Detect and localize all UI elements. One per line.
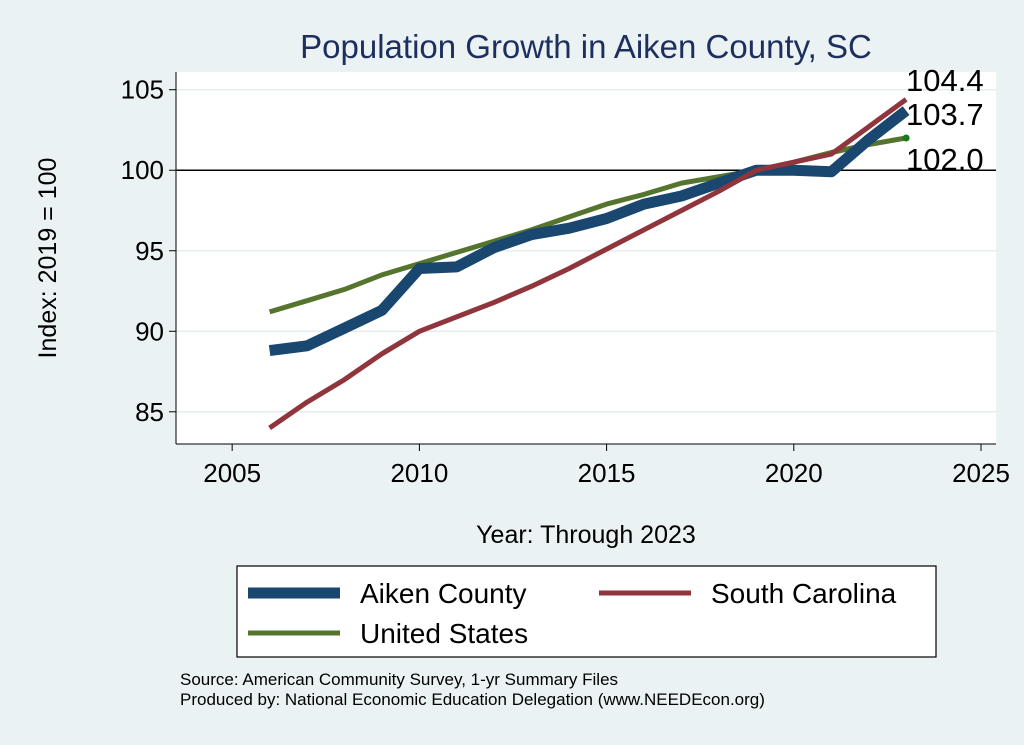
y-tick-label: 90 xyxy=(135,316,164,346)
legend-label: South Carolina xyxy=(711,578,897,609)
legend-label: United States xyxy=(360,618,528,649)
x-tick-label: 2025 xyxy=(952,458,1010,488)
y-tick-label: 95 xyxy=(135,236,164,266)
legend-box xyxy=(236,565,937,658)
series-endpoint-united-states xyxy=(902,134,910,142)
y-tick-label: 105 xyxy=(121,75,164,105)
produced-by-note: Produced by: National Economic Education… xyxy=(180,690,765,709)
x-tick-label: 2020 xyxy=(765,458,823,488)
end-value-label: 102.0 xyxy=(906,142,984,177)
series-line-south-carolina xyxy=(268,97,908,430)
legend-label: Aiken County xyxy=(360,578,527,609)
x-tick-label: 2005 xyxy=(203,458,261,488)
y-axis-label: Index: 2019 = 100 xyxy=(34,158,62,359)
source-note: Source: American Community Survey, 1-yr … xyxy=(180,670,619,689)
chart-title: Population Growth in Aiken County, SC xyxy=(300,28,872,65)
end-value-label: 103.7 xyxy=(906,97,984,132)
y-tick-label: 85 xyxy=(135,397,164,427)
series-line-aiken-county xyxy=(268,106,910,357)
x-tick-label: 2015 xyxy=(578,458,636,488)
y-tick-label: 100 xyxy=(121,155,164,185)
end-value-label: 104.4 xyxy=(906,63,984,98)
x-axis-label: Year: Through 2023 xyxy=(476,521,696,549)
x-tick-label: 2010 xyxy=(390,458,448,488)
